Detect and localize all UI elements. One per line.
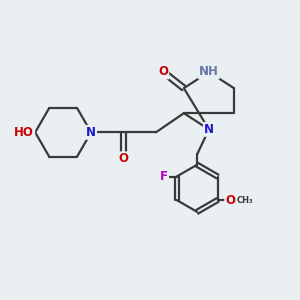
Text: HO: HO bbox=[14, 126, 34, 139]
Text: O: O bbox=[225, 194, 235, 207]
Text: O: O bbox=[118, 152, 128, 165]
Text: CH₃: CH₃ bbox=[237, 196, 253, 205]
Text: F: F bbox=[160, 170, 168, 183]
Text: N: N bbox=[204, 123, 214, 136]
Text: NH: NH bbox=[199, 65, 219, 79]
Text: N: N bbox=[86, 126, 96, 139]
Text: O: O bbox=[158, 65, 168, 79]
